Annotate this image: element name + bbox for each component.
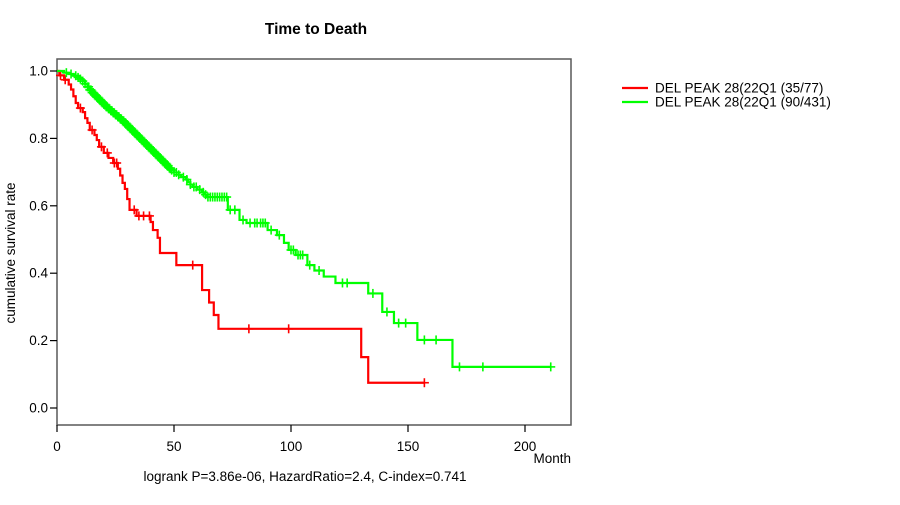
- y-tick-label: 0.0: [29, 401, 48, 416]
- stats-annotation: logrank P=3.86e-06, HazardRatio=2.4, C-i…: [143, 469, 466, 484]
- legend-label-group1: DEL PEAK 28(22Q1 (35/77): [655, 81, 823, 96]
- legend: DEL PEAK 28(22Q1 (35/77) DEL PEAK 28(22Q…: [622, 81, 831, 110]
- y-tick-label: 0.8: [29, 131, 48, 146]
- plot-area-border: [56, 58, 572, 426]
- y-axis-ticks: 0.0 0.2 0.4 0.6 0.8 1.0: [29, 64, 57, 416]
- y-tick-label: 0.2: [29, 333, 48, 348]
- chart-title: Time to Death: [265, 21, 367, 38]
- x-axis-ticks: 0 50 100 150 200: [53, 425, 536, 454]
- y-tick-label: 1.0: [29, 64, 48, 79]
- x-tick-label: 200: [514, 439, 537, 454]
- survival-curve-group1: [57, 69, 425, 384]
- x-tick-label: 150: [397, 439, 420, 454]
- survival-curves: [56, 68, 556, 388]
- x-tick-label: 0: [53, 439, 61, 454]
- x-tick-label: 100: [280, 439, 303, 454]
- survival-curve-group2: [57, 69, 551, 368]
- x-tick-label: 50: [166, 439, 181, 454]
- y-tick-label: 0.4: [29, 266, 48, 281]
- y-tick-label: 0.6: [29, 198, 48, 213]
- legend-label-group2: DEL PEAK 28(22Q1 (90/431): [655, 95, 831, 110]
- y-axis-title: cumulative survival rate: [3, 182, 18, 323]
- x-axis-title: Month: [533, 451, 571, 466]
